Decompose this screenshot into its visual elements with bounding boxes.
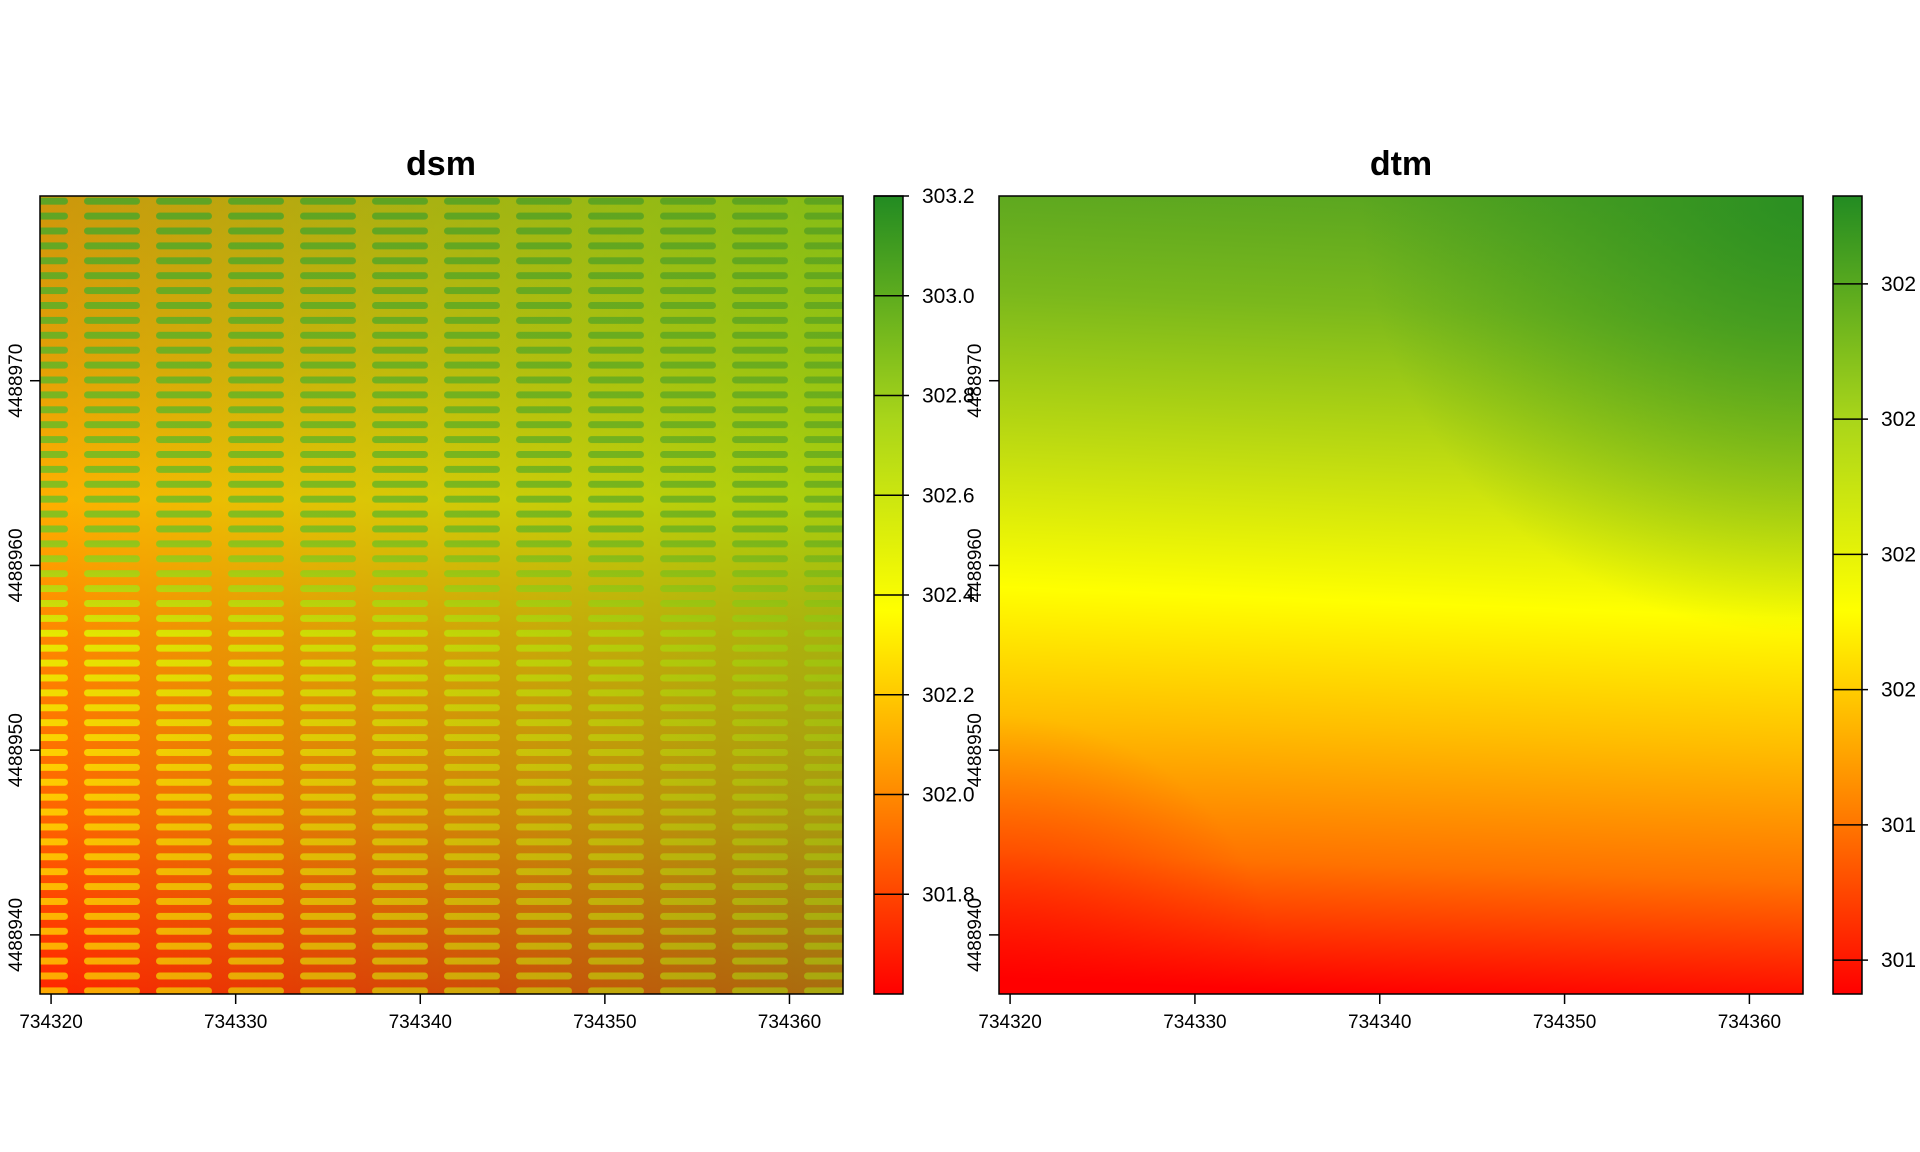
dsm-y-tick-label: 4488970 (6, 344, 27, 418)
dsm-colorbar-label: 302.0 (922, 784, 975, 807)
dtm-colorbar: 301 301 302 302 302 302 (1832, 195, 1916, 995)
dsm-colorbar-label: 302.6 (922, 484, 975, 507)
dsm-y-tick-label: 4488950 (6, 713, 27, 787)
dtm-x-tick-label: 734320 (978, 1012, 1041, 1033)
dsm-colorbar: 301.8 302.0 302.2 302.4 302.6 302.8 303.0 303.2 (873, 185, 975, 995)
dsm-y-tick-label: 4488960 (6, 528, 27, 602)
dtm-colorbar-label: 302 (1881, 679, 1916, 702)
dsm-x-tick-label: 734320 (19, 1012, 82, 1033)
dsm-title: dsm (406, 145, 476, 183)
dtm-x-tick-label: 734330 (1163, 1012, 1226, 1033)
dsm-colorbar-label: 302.4 (922, 584, 975, 607)
dtm-plot-frame (998, 195, 1804, 995)
dsm-x-tick-label: 734340 (389, 1012, 452, 1033)
dsm-raster (40, 196, 843, 994)
dtm-raster (999, 196, 1803, 994)
dsm-x-tick-label: 734360 (758, 1012, 821, 1033)
dtm-colorbar-label: 301 (1881, 949, 1916, 972)
dtm-colorbar-ramp (1832, 195, 1863, 995)
dsm-colorbar-label: 303.0 (922, 285, 975, 308)
dsm-colorbar-label: 302.8 (922, 385, 975, 408)
dsm-y-axis: 4488940 4488950 4488960 4488970 (6, 344, 40, 972)
dtm-colorbar-label: 301 (1881, 814, 1916, 837)
dtm-title: dtm (1370, 145, 1432, 183)
dtm-y-axis: 4488940 4488950 4488960 4488970 (965, 344, 999, 972)
dsm-x-axis: 734320 734330 734340 734350 734360 (19, 994, 821, 1033)
dsm-panel: dsm 734320 734330 734340 734350 734360 44889… (6, 145, 975, 1033)
dtm-panel: dtm 734320 734330 734340 734350 734360 44889… (965, 145, 1916, 1033)
dtm-x-axis: 734320 734330 734340 734350 734360 (978, 994, 1781, 1033)
dsm-x-tick-label: 734330 (204, 1012, 267, 1033)
dsm-plot-frame (39, 195, 844, 995)
dtm-colorbar-label: 302 (1881, 273, 1916, 296)
dsm-colorbar-label: 303.2 (922, 185, 975, 208)
dsm-colorbar-label: 301.8 (922, 883, 975, 906)
dtm-y-tick-label: 4488940 (965, 898, 986, 972)
dtm-colorbar-label: 302 (1881, 543, 1916, 566)
dtm-colorbar-label: 302 (1881, 408, 1916, 431)
dtm-x-tick-label: 734360 (1718, 1012, 1781, 1033)
dtm-y-tick-label: 4488960 (965, 528, 986, 602)
dtm-x-tick-label: 734340 (1348, 1012, 1411, 1033)
dsm-y-tick-label: 4488940 (6, 898, 27, 972)
dsm-x-tick-label: 734350 (573, 1012, 636, 1033)
dtm-y-tick-label: 4488950 (965, 713, 986, 787)
dtm-x-tick-label: 734350 (1533, 1012, 1596, 1033)
dsm-colorbar-label: 302.2 (922, 684, 975, 707)
dtm-y-tick-label: 4488970 (965, 344, 986, 418)
